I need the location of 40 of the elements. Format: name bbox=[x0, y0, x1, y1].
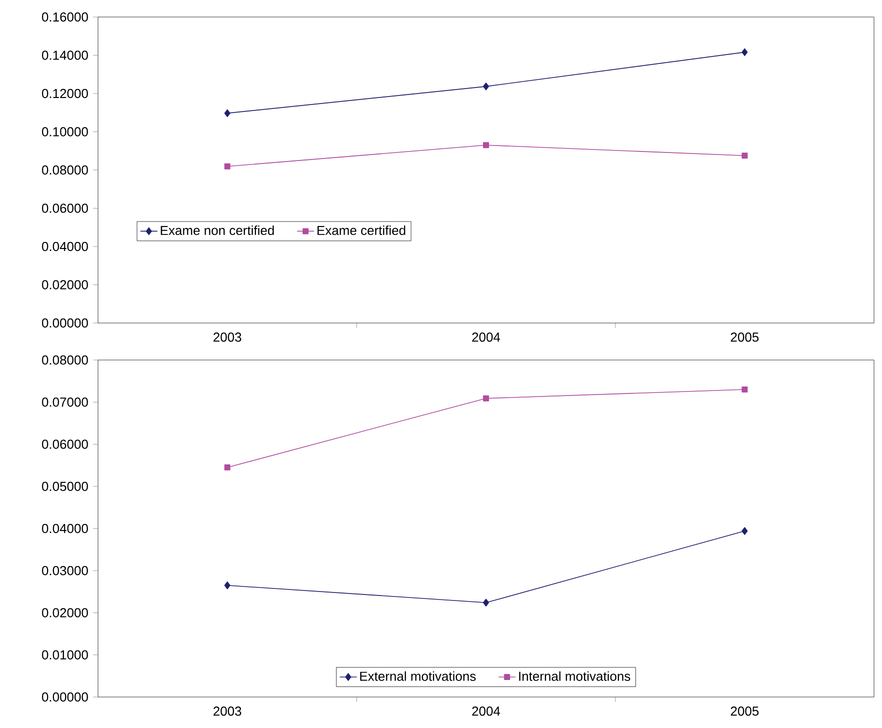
y-tick-label: 0.07000 bbox=[42, 398, 88, 407]
x-tick-label: 2003 bbox=[214, 706, 242, 716]
point bbox=[224, 163, 230, 170]
x-tick-label: 2004 bbox=[472, 706, 500, 716]
y-tick-label: 0.16000 bbox=[42, 12, 88, 22]
y-tick-label: 0.02000 bbox=[42, 280, 88, 290]
point bbox=[742, 386, 748, 392]
point bbox=[483, 142, 489, 148]
x-tick-label: 2005 bbox=[730, 332, 759, 342]
y-tick-label: 0.00000 bbox=[42, 318, 88, 328]
y-tick-label: 0.08000 bbox=[42, 355, 88, 365]
legend-label: External motivations bbox=[360, 671, 476, 681]
point bbox=[224, 109, 230, 118]
y-tick-label: 0.14000 bbox=[42, 50, 88, 60]
y-tick-label: 0.06000 bbox=[42, 440, 88, 449]
legend-label: Exame non certified bbox=[160, 226, 274, 236]
y-tick-label: 0.10000 bbox=[42, 127, 88, 136]
point bbox=[224, 464, 230, 470]
legend-label: Internal motivations bbox=[519, 671, 630, 681]
point bbox=[483, 395, 489, 402]
y-tick-label: 0.03000 bbox=[42, 566, 88, 576]
y-tick-label: 0.00000 bbox=[42, 692, 88, 702]
point bbox=[482, 82, 490, 90]
point bbox=[742, 527, 748, 535]
y-tick-label: 0.01000 bbox=[42, 650, 88, 660]
point bbox=[224, 581, 230, 590]
legend-label: Exame certified bbox=[318, 226, 406, 236]
y-tick-label: 0.02000 bbox=[42, 608, 88, 618]
point bbox=[742, 48, 748, 56]
y-tick-label: 0.08000 bbox=[42, 165, 88, 175]
y-tick-label: 0.04000 bbox=[42, 524, 88, 534]
y-tick-label: 0.05000 bbox=[42, 482, 88, 491]
y-tick-label: 0.06000 bbox=[42, 204, 88, 213]
point bbox=[742, 152, 748, 159]
y-tick-label: 0.04000 bbox=[42, 242, 88, 252]
y-tick-label: 0.12000 bbox=[42, 88, 88, 98]
x-tick-label: 2004 bbox=[472, 332, 500, 342]
x-tick-label: 2003 bbox=[214, 332, 242, 342]
x-tick-label: 2005 bbox=[730, 706, 759, 716]
point bbox=[482, 598, 490, 607]
